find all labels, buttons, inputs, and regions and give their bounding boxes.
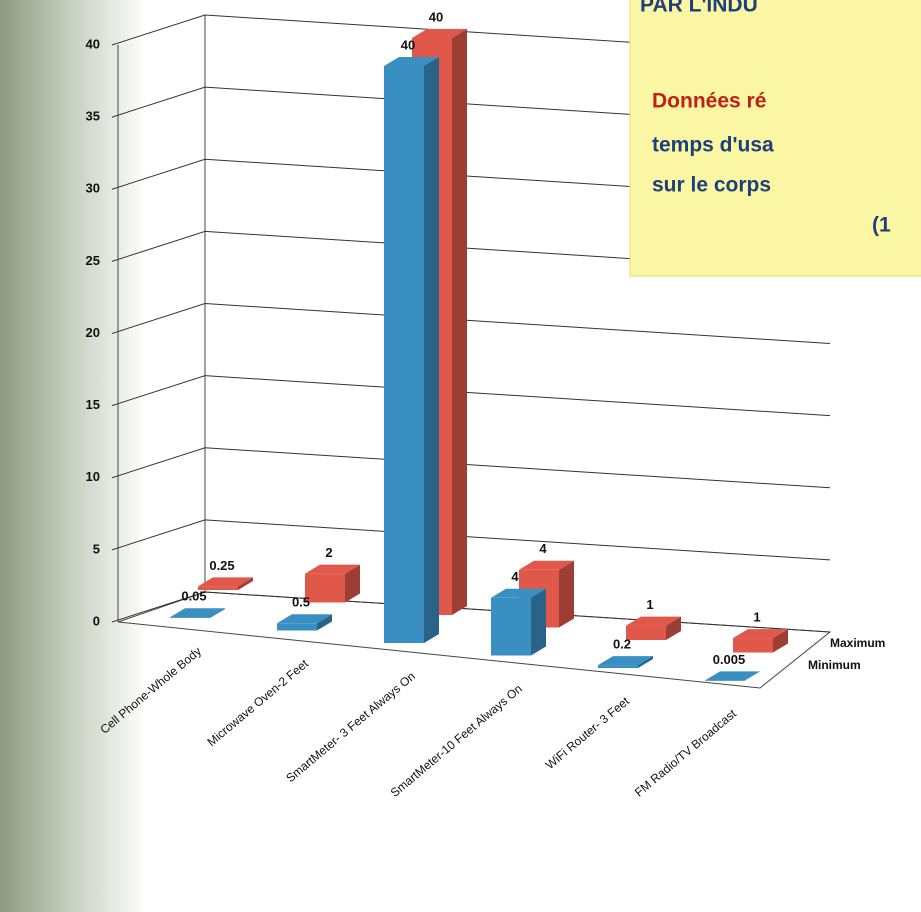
- value-label: 2: [325, 545, 332, 560]
- note-line: (1: [872, 214, 891, 237]
- y-tick-label: 20: [86, 325, 100, 340]
- y-tick-label: 40: [86, 36, 100, 51]
- value-label: 4: [511, 569, 519, 584]
- value-label: 0.2: [613, 637, 631, 652]
- bar-side: [452, 29, 467, 615]
- y-tick-label: 35: [86, 109, 100, 124]
- bar-side: [559, 561, 574, 628]
- bar-side: [531, 589, 546, 656]
- page: 0 5 10 15 20 25 30 35 40 0.25 2 40 4 1 1 0.05 0.5 40 4 0.2 0…: [0, 0, 921, 912]
- bar: [491, 589, 546, 656]
- y-tick-label: 30: [86, 181, 100, 196]
- value-label: 0.005: [713, 652, 746, 667]
- bar-front: [170, 617, 210, 618]
- bar-front: [305, 574, 345, 603]
- value-label: 0.05: [181, 589, 206, 604]
- bar-side: [424, 57, 439, 643]
- bar-front: [491, 598, 531, 656]
- bar-front: [733, 638, 773, 652]
- bar: [384, 57, 439, 643]
- value-label: 40: [401, 37, 415, 52]
- note-line: Données ré: [652, 90, 766, 113]
- y-tick-label: 10: [86, 469, 100, 484]
- legend-entry: Maximum: [830, 636, 885, 650]
- note-box: PAR L'INDU Données ré temps d'usa sur le…: [630, 0, 921, 276]
- bar-front: [598, 665, 638, 668]
- value-label: 4: [539, 541, 547, 556]
- value-label: 0.25: [209, 558, 234, 573]
- value-label: 0.5: [292, 595, 310, 610]
- note-line: temps d'usa: [652, 134, 774, 157]
- bar-front: [277, 623, 317, 630]
- bar-front: [384, 66, 424, 643]
- legend-entry: Minimum: [808, 658, 861, 672]
- y-tick-label: 5: [93, 541, 100, 556]
- value-label: 40: [429, 9, 443, 24]
- bar: [305, 565, 360, 603]
- note-line: sur le corps: [652, 174, 771, 197]
- y-tick-label: 0: [93, 613, 100, 628]
- y-tick-label: 15: [86, 397, 100, 412]
- bar-front: [705, 680, 745, 681]
- y-tick-label: 25: [86, 253, 100, 268]
- value-label: 1: [753, 610, 760, 625]
- value-label: 1: [646, 597, 653, 612]
- bar-front: [626, 626, 666, 640]
- note-line: PAR L'INDU: [640, 0, 758, 17]
